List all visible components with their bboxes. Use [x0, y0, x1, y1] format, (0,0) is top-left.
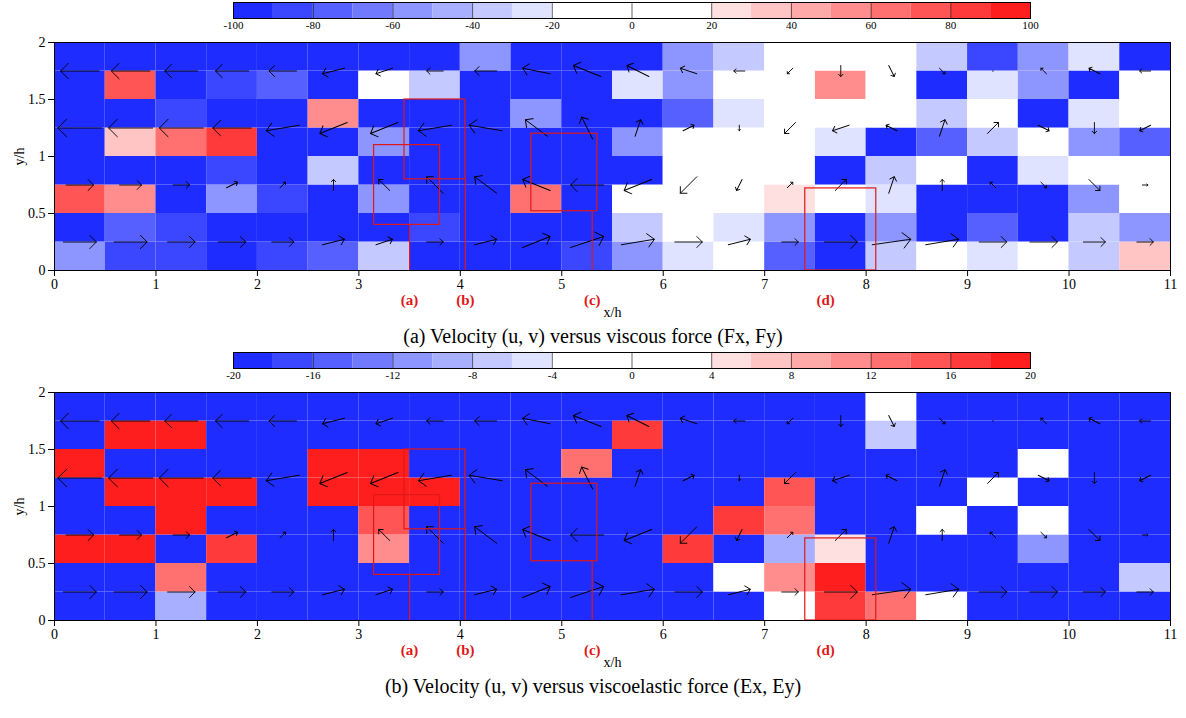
svg-text:2: 2 — [254, 277, 261, 292]
svg-text:20: 20 — [706, 19, 718, 31]
svg-text:y/h: y/h — [12, 148, 27, 166]
svg-text:-8: -8 — [468, 369, 478, 381]
svg-text:6: 6 — [660, 277, 667, 292]
svg-text:0: 0 — [39, 263, 46, 278]
svg-text:11: 11 — [1164, 627, 1177, 642]
svg-text:6: 6 — [660, 627, 667, 642]
svg-text:4: 4 — [457, 627, 464, 642]
html-text:(b) Velocity (u, v) versus vis: (b) Velocity (u, v) versus viscoelastic … — [384, 675, 802, 697]
svg-text:(b): (b) — [456, 292, 474, 309]
svg-text:-20: -20 — [226, 369, 241, 381]
svg-text:40: 40 — [786, 19, 798, 31]
svg-text:5: 5 — [558, 627, 565, 642]
svg-text:1.5: 1.5 — [28, 92, 46, 107]
svg-text:4: 4 — [457, 277, 464, 292]
svg-text:100: 100 — [1022, 19, 1039, 31]
svg-text:3: 3 — [355, 627, 362, 642]
svg-text:-100: -100 — [223, 19, 244, 31]
svg-text:12: 12 — [866, 369, 877, 381]
svg-text:10: 10 — [1062, 277, 1076, 292]
svg-text:-40: -40 — [465, 19, 480, 31]
svg-text:3: 3 — [355, 277, 362, 292]
svg-text:(d): (d) — [816, 292, 834, 309]
svg-text:8: 8 — [863, 277, 870, 292]
svg-text:60: 60 — [866, 19, 878, 31]
svg-text:-16: -16 — [306, 369, 321, 381]
svg-text:2: 2 — [39, 36, 46, 50]
svg-text:0: 0 — [51, 277, 58, 292]
svg-text:x/h: x/h — [604, 305, 622, 320]
svg-text:-60: -60 — [386, 19, 401, 31]
svg-text:11: 11 — [1164, 277, 1177, 292]
svg-text:4: 4 — [709, 369, 715, 381]
svg-text:9: 9 — [964, 627, 971, 642]
svg-text:0.5: 0.5 — [28, 206, 46, 221]
svg-text:0: 0 — [629, 19, 635, 31]
svg-text:80: 80 — [945, 19, 957, 31]
svg-text:(c): (c) — [584, 642, 601, 659]
html-text:(a) Velocity (u, v) versus vis: (a) Velocity (u, v) versus viscous force… — [403, 325, 783, 347]
svg-text:(b): (b) — [456, 642, 474, 659]
svg-text:1.5: 1.5 — [28, 442, 46, 457]
svg-text:10: 10 — [1062, 627, 1076, 642]
svg-text:20: 20 — [1025, 369, 1037, 381]
svg-text:(a): (a) — [401, 642, 419, 659]
svg-text:16: 16 — [945, 369, 957, 381]
svg-text:x/h: x/h — [604, 655, 622, 670]
svg-text:2: 2 — [39, 386, 46, 400]
svg-text:5: 5 — [558, 277, 565, 292]
svg-text:(c): (c) — [584, 292, 601, 309]
svg-text:0.5: 0.5 — [28, 556, 46, 571]
svg-text:y/h: y/h — [12, 498, 27, 516]
svg-text:7: 7 — [761, 277, 768, 292]
svg-text:-80: -80 — [306, 19, 321, 31]
svg-text:1: 1 — [39, 499, 46, 514]
svg-text:9: 9 — [964, 277, 971, 292]
svg-text:0: 0 — [39, 613, 46, 628]
svg-text:1: 1 — [152, 627, 159, 642]
svg-text:(a): (a) — [401, 292, 419, 309]
svg-text:-20: -20 — [545, 19, 560, 31]
svg-text:1: 1 — [39, 149, 46, 164]
svg-text:(d): (d) — [816, 642, 834, 659]
svg-text:8: 8 — [863, 627, 870, 642]
svg-text:-4: -4 — [548, 369, 558, 381]
svg-text:8: 8 — [789, 369, 795, 381]
svg-text:7: 7 — [761, 627, 768, 642]
svg-text:0: 0 — [629, 369, 635, 381]
svg-text:1: 1 — [152, 277, 159, 292]
svg-text:-12: -12 — [386, 369, 401, 381]
svg-text:2: 2 — [254, 627, 261, 642]
svg-text:0: 0 — [51, 627, 58, 642]
